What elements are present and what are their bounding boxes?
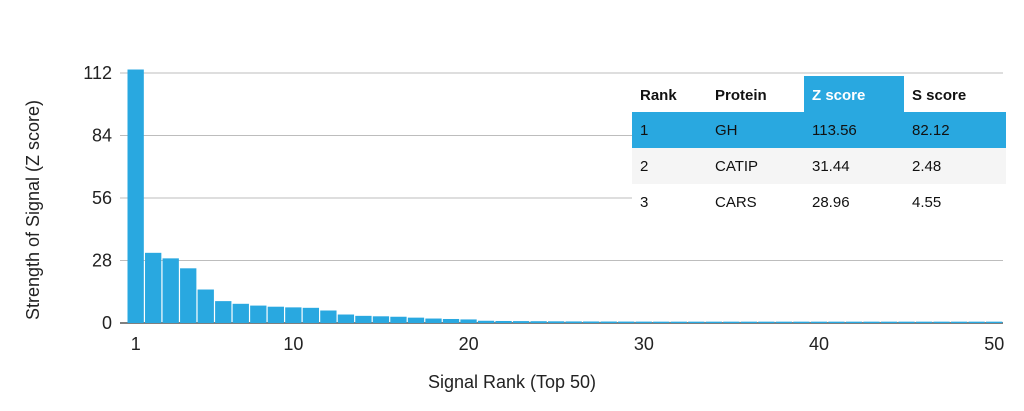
bar — [653, 321, 670, 323]
results-table: Rank Protein Z score S score 1 GH 113.56 82.12 2… — [632, 76, 1006, 220]
bar — [232, 303, 249, 323]
bar — [863, 321, 880, 323]
bar — [495, 320, 512, 323]
bar — [565, 321, 582, 323]
x-tick-label: 1 — [131, 334, 141, 354]
header-highlight — [804, 76, 904, 112]
bar — [215, 301, 232, 323]
y-tick-label: 112 — [83, 63, 112, 83]
bar — [950, 321, 968, 323]
bar — [775, 321, 793, 323]
bar — [758, 321, 775, 323]
table-row — [632, 148, 1006, 184]
y-tick-label: 0 — [102, 313, 112, 333]
table-header-cell: Rank — [640, 87, 677, 104]
bar — [985, 321, 1003, 323]
bar — [460, 319, 477, 323]
bar — [933, 321, 950, 323]
x-axis-ticks: 1 10 20 30 40 50 — [131, 334, 1005, 354]
bar — [898, 321, 915, 323]
table-cell: 1 — [640, 122, 648, 139]
bar — [162, 258, 179, 323]
bar — [512, 321, 530, 323]
bar — [723, 321, 740, 323]
table-cell: 2.48 — [912, 158, 941, 175]
bar — [880, 321, 898, 323]
x-tick-label: 10 — [283, 334, 303, 354]
bar — [688, 321, 705, 323]
table-cell: 3 — [640, 194, 648, 211]
bar — [547, 321, 565, 323]
x-tick-label: 40 — [809, 334, 829, 354]
table-cell: 28.96 — [812, 194, 850, 211]
bar — [425, 318, 442, 323]
bar — [530, 321, 547, 323]
table-cell: CATIP — [715, 158, 758, 175]
bar — [285, 307, 302, 323]
bar — [407, 317, 425, 323]
bar — [740, 321, 758, 323]
y-tick-label: 56 — [92, 188, 112, 208]
bar — [845, 321, 863, 323]
table-cell: GH — [715, 122, 738, 139]
table-cell: 31.44 — [812, 158, 850, 175]
table-header-cell: Protein — [715, 87, 767, 104]
bar — [145, 252, 162, 323]
bar — [442, 318, 460, 323]
bar — [705, 321, 722, 323]
bar — [320, 310, 337, 323]
bar — [477, 320, 495, 323]
bar — [250, 305, 267, 323]
bar — [635, 321, 652, 323]
y-tick-label: 28 — [92, 251, 112, 271]
x-tick-label: 50 — [984, 334, 1004, 354]
x-tick-label: 30 — [634, 334, 654, 354]
table-header-cell: S score — [912, 87, 966, 104]
y-tick-label: 84 — [92, 126, 112, 146]
table-cell: 4.55 — [912, 194, 941, 211]
bar — [197, 289, 214, 323]
table-header-cell: Z score — [812, 87, 865, 104]
bar — [127, 69, 144, 324]
bar — [372, 316, 390, 323]
bar — [618, 321, 635, 323]
bar — [355, 315, 372, 323]
bar — [337, 314, 355, 323]
table-cell: CARS — [715, 194, 757, 211]
bar — [267, 306, 284, 323]
bar — [390, 316, 407, 323]
table-cell: 113.56 — [812, 122, 857, 139]
bar — [810, 321, 828, 323]
bars — [127, 69, 1003, 324]
table-cell: 2 — [640, 158, 648, 175]
table-row — [632, 184, 1006, 220]
y-axis-ticks: 0 28 56 84 112 — [83, 63, 112, 333]
x-tick-label: 20 — [459, 334, 479, 354]
table-row — [632, 112, 1006, 148]
bar — [670, 321, 687, 323]
bar — [180, 268, 197, 323]
table-cell: 82.12 — [912, 122, 950, 139]
bar — [968, 321, 985, 323]
bar — [915, 321, 933, 323]
bar — [600, 321, 617, 323]
bar — [302, 307, 320, 323]
bar — [583, 321, 600, 323]
bar — [828, 321, 845, 323]
x-axis-title: Signal Rank (Top 50) — [428, 372, 596, 392]
bar — [793, 321, 810, 323]
y-axis-title: Strength of Signal (Z score) — [23, 100, 43, 320]
